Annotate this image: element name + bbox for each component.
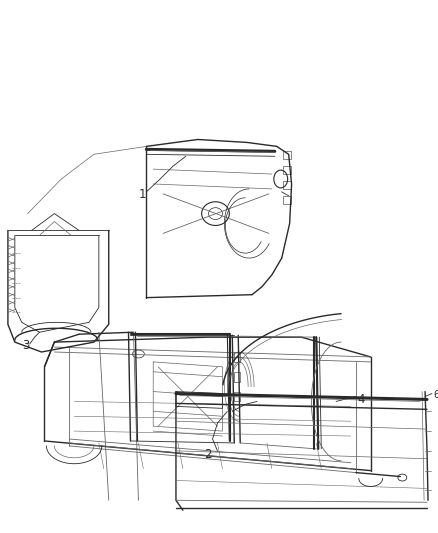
Bar xyxy=(234,352,240,362)
Bar xyxy=(283,166,291,174)
Text: 2: 2 xyxy=(204,448,211,461)
Bar xyxy=(283,181,291,189)
Bar xyxy=(234,392,240,401)
Bar xyxy=(283,151,291,159)
Text: 6: 6 xyxy=(433,390,438,400)
Bar xyxy=(234,372,240,382)
Text: 1: 1 xyxy=(138,188,146,201)
Text: 4: 4 xyxy=(358,393,365,406)
Text: 3: 3 xyxy=(22,339,29,352)
Bar xyxy=(283,196,291,204)
